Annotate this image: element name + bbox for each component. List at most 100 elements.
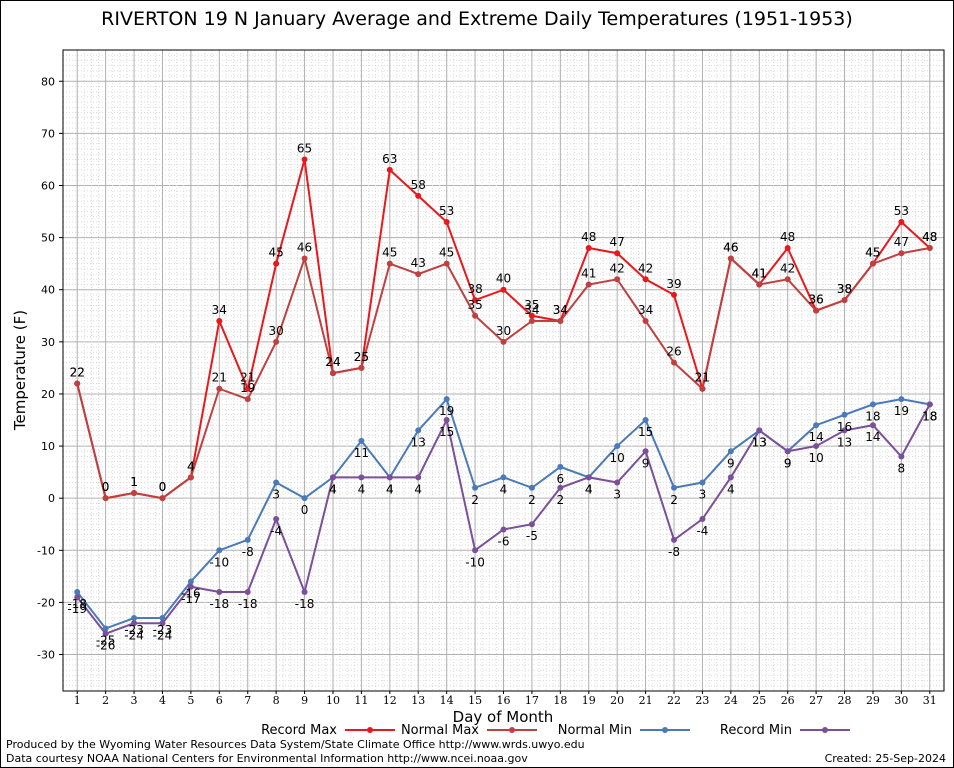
- normal-max-data-label: 36: [808, 293, 823, 307]
- legend-swatch-marker: [509, 727, 515, 733]
- normal-min-point: [869, 401, 876, 408]
- record-max-data-label: 4: [187, 459, 195, 473]
- y-tick-label: 30: [41, 336, 55, 349]
- record-max-point: [386, 166, 393, 173]
- record-min-point: [869, 422, 876, 429]
- record-min-point: [500, 526, 507, 533]
- record-max-point: [472, 297, 479, 304]
- normal-min-point: [813, 422, 820, 429]
- record-max-point: [443, 218, 450, 225]
- record-max-data-label: 34: [553, 303, 568, 317]
- normal-min-data-label: 2: [471, 493, 479, 507]
- normal-min-data-label: 2: [528, 493, 536, 507]
- record-max-data-label: 53: [894, 204, 909, 218]
- grid-layer: [63, 49, 944, 692]
- record-min-data-label: 4: [358, 482, 366, 496]
- normal-max-point: [585, 281, 592, 288]
- record-max-point: [244, 385, 251, 392]
- record-min-data-label: 9: [642, 456, 650, 470]
- record-min-point: [784, 448, 791, 455]
- normal-min-data-label: 4: [329, 482, 337, 496]
- x-axis-label: Day of Month: [453, 708, 554, 726]
- record-min-data-label: 4: [727, 482, 735, 496]
- normal-max-data-label: 1: [130, 475, 138, 489]
- normal-max-point: [926, 245, 933, 252]
- normal-max-point: [813, 307, 820, 314]
- normal-min-data-label: 14: [808, 430, 823, 444]
- normal-min-data-label: -8: [242, 545, 254, 559]
- legend-label: Record Max: [261, 723, 337, 738]
- record-min-data-label: 15: [439, 425, 454, 439]
- normal-max-data-label: 4: [187, 459, 195, 473]
- x-tick-label: 3: [131, 694, 138, 707]
- normal-max-point: [244, 396, 251, 403]
- series-layer: [74, 156, 933, 637]
- x-tick-label: 9: [301, 694, 308, 707]
- record-min-data-label: 4: [585, 482, 593, 496]
- record-max-data-label: 1: [130, 475, 138, 489]
- record-min-data-label: -4: [696, 524, 708, 538]
- x-tick-label: 26: [781, 694, 795, 707]
- record-min-point: [301, 588, 308, 595]
- record-min-data-label: -26: [96, 639, 116, 653]
- x-tick-label: 16: [497, 694, 511, 707]
- normal-max-point: [869, 260, 876, 267]
- normal-max-data-label: 30: [269, 324, 284, 338]
- x-tick-label: 1: [74, 694, 81, 707]
- normal-min-point: [273, 479, 280, 486]
- normal-max-point: [329, 370, 336, 377]
- record-min-point: [244, 588, 251, 595]
- record-max-data-label: 48: [581, 230, 596, 244]
- record-min-data-label: -18: [238, 597, 258, 611]
- normal-min-point: [159, 615, 166, 622]
- record-min-point: [585, 474, 592, 481]
- record-min-data-label: -24: [153, 628, 173, 642]
- record-min-point: [216, 588, 223, 595]
- record-max-data-label: 0: [102, 480, 110, 494]
- record-min-point: [671, 536, 678, 543]
- normal-min-data-label: 18: [865, 409, 880, 423]
- record-min-point: [642, 448, 649, 455]
- record-min-data-label: -5: [526, 529, 538, 543]
- normal-min-data-label: 3: [699, 488, 707, 502]
- normal-max-point: [727, 255, 734, 262]
- normal-min-point: [557, 463, 564, 470]
- normal-max-point: [528, 317, 535, 324]
- y-tick-label: 80: [41, 75, 55, 88]
- normal-min-data-label: -18: [67, 597, 87, 611]
- record-max-data-label: 65: [297, 141, 312, 155]
- normal-min-data-label: 16: [837, 420, 852, 434]
- normal-max-point: [500, 338, 507, 345]
- normal-max-point: [699, 385, 706, 392]
- normal-max-point: [102, 495, 109, 502]
- record-max-point: [415, 192, 422, 199]
- record-max-data-label: 38: [467, 282, 482, 296]
- record-min-data-label: 18: [922, 409, 937, 423]
- normal-max-data-label: 45: [865, 246, 880, 260]
- normal-min-point: [187, 578, 194, 585]
- normal-min-point: [358, 437, 365, 444]
- x-tick-label: 18: [553, 694, 567, 707]
- normal-max-data-label: 35: [467, 298, 482, 312]
- x-tick-label: 21: [639, 694, 653, 707]
- normal-max-data-label: 22: [70, 366, 85, 380]
- normal-min-point: [528, 484, 535, 491]
- record-min-data-label: -18: [295, 597, 315, 611]
- x-tick-label: 12: [383, 694, 397, 707]
- normal-max-data-label: 41: [752, 267, 767, 281]
- record-min-data-label: -10: [465, 555, 485, 569]
- x-tick-label: 14: [440, 694, 454, 707]
- normal-max-data-label: 34: [553, 303, 568, 317]
- record-max-data-label: 53: [439, 204, 454, 218]
- normal-min-data-label: 4: [386, 482, 394, 496]
- normal-max-point: [841, 297, 848, 304]
- normal-max-data-label: 43: [411, 256, 426, 270]
- normal-min-data-label: 9: [784, 456, 792, 470]
- record-max-point: [216, 317, 223, 324]
- normal-max-data-label: 25: [354, 350, 369, 364]
- record-min-data-label: 14: [865, 430, 880, 444]
- normal-min-data-label: 9: [727, 456, 735, 470]
- legend-swatch-marker: [662, 727, 668, 733]
- record-max-data-label: 36: [808, 293, 823, 307]
